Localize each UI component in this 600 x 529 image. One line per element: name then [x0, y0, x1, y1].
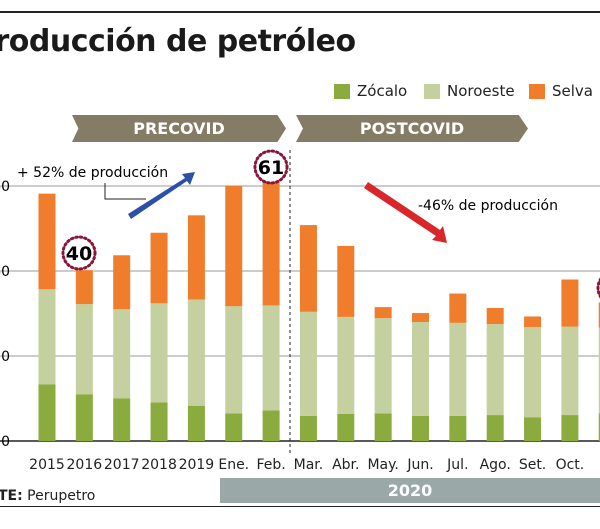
source-note: TE: Perupetro [0, 488, 95, 504]
bar-noroeste [38, 289, 56, 385]
svg-text:61: 61 [258, 157, 284, 179]
bar-noroeste [75, 304, 93, 395]
bar-noroeste [412, 322, 429, 416]
bar-selva [38, 193, 56, 290]
bar-noroeste [299, 311, 317, 416]
bar-zócalo [561, 415, 579, 441]
legend-label: Zócalo [357, 82, 408, 100]
bar-zócalo [598, 413, 600, 441]
bar-noroeste [374, 318, 392, 414]
bar-noroeste [113, 309, 131, 399]
x-tick-label: 2016 [67, 457, 103, 473]
bar-zócalo [75, 394, 93, 441]
x-tick-label: Jul. [446, 457, 468, 473]
x-tick-label: 2015 [29, 457, 65, 473]
bar-selva [225, 186, 243, 307]
up-arrow-icon [128, 172, 195, 219]
bar-selva [299, 225, 317, 312]
y-tick-label: 60 [0, 179, 10, 195]
bar-selva [262, 181, 280, 306]
bar-zócalo [524, 417, 542, 441]
bar-noroeste [449, 322, 467, 416]
svg-text:40: 40 [66, 243, 92, 265]
bar-noroeste [486, 324, 504, 416]
source-name: Perupetro [27, 488, 96, 504]
bar-zócalo [113, 398, 131, 441]
bar-zócalo [412, 415, 429, 441]
bar-selva [113, 255, 131, 310]
bar-selva [561, 279, 579, 327]
bar-selva [150, 232, 168, 304]
bar-selva [187, 215, 205, 300]
x-tick-label: May. [367, 457, 398, 473]
bar-selva [337, 245, 355, 317]
year-band: 2020 [220, 478, 600, 503]
bar-zócalo [486, 415, 504, 441]
down-annotation: -46% de producción [418, 198, 558, 214]
x-tick-label: Mar. [294, 457, 324, 473]
x-tick-label: Set. [519, 457, 546, 473]
x-tick-label: Ene. [218, 457, 249, 473]
bar-selva [75, 270, 93, 305]
bar-zócalo [187, 405, 205, 441]
bar-zócalo [150, 402, 168, 441]
bar-zócalo [225, 413, 243, 441]
bar-zócalo [374, 413, 392, 441]
legend-label: Noroeste [447, 82, 515, 100]
bar-noroeste [524, 327, 542, 418]
top-rule [0, 11, 600, 13]
legend-item-noroeste: Noroeste [424, 82, 515, 100]
bar-selva [449, 293, 467, 323]
source-prefix: TE: [0, 488, 23, 504]
legend-swatch [529, 83, 545, 99]
x-tick-label: 2019 [179, 457, 215, 473]
up-annotation: + 52% de producción [17, 165, 168, 181]
bar-noroeste [262, 305, 280, 411]
callout-feb: 61 [253, 149, 289, 185]
chart-title: Producción de petróleo [0, 24, 356, 59]
bar-zócalo [38, 384, 56, 441]
bar-selva [412, 313, 429, 322]
y-tick-label: 40 [0, 264, 10, 280]
x-tick-label: Oct. [556, 457, 585, 473]
legend-item-zocalo: Zócalo [334, 82, 407, 100]
x-tick-label: Ago. [480, 457, 511, 473]
callout-2016: 40 [61, 235, 97, 271]
bar-noroeste [187, 299, 205, 406]
bar-selva [374, 307, 392, 319]
bar-noroeste [225, 306, 243, 414]
bar-noroeste [561, 326, 579, 416]
x-tick-label: Jun. [406, 457, 433, 473]
bar-zócalo [337, 413, 355, 441]
legend-label: Selva [552, 82, 593, 100]
bar-noroeste [150, 303, 168, 403]
bar-noroeste [337, 316, 355, 414]
legend-item-selva: Selva [529, 82, 593, 100]
postcovid-banner: POSTCOVID [296, 115, 528, 142]
x-tick-label: Feb. [256, 457, 285, 473]
y-tick-label: 0 [1, 434, 10, 450]
legend-swatch [424, 83, 440, 99]
bottom-rule [0, 506, 600, 507]
leader-line [104, 183, 146, 200]
bar-noroeste [598, 327, 600, 414]
bar-selva [598, 302, 600, 328]
x-tick-label: 2018 [141, 457, 177, 473]
bar-zócalo [262, 410, 280, 441]
bar-selva [486, 307, 504, 325]
down-arrow-icon [364, 182, 447, 243]
x-tick-label: Abr. [332, 457, 359, 473]
y-tick-label: 20 [0, 349, 10, 365]
bar-selva [524, 316, 542, 328]
bar-zócalo [449, 415, 467, 441]
legend-swatch [334, 83, 350, 99]
bar-zócalo [299, 415, 317, 441]
x-tick-label: 2017 [104, 457, 140, 473]
precovid-banner: PRECOVID [72, 115, 286, 142]
